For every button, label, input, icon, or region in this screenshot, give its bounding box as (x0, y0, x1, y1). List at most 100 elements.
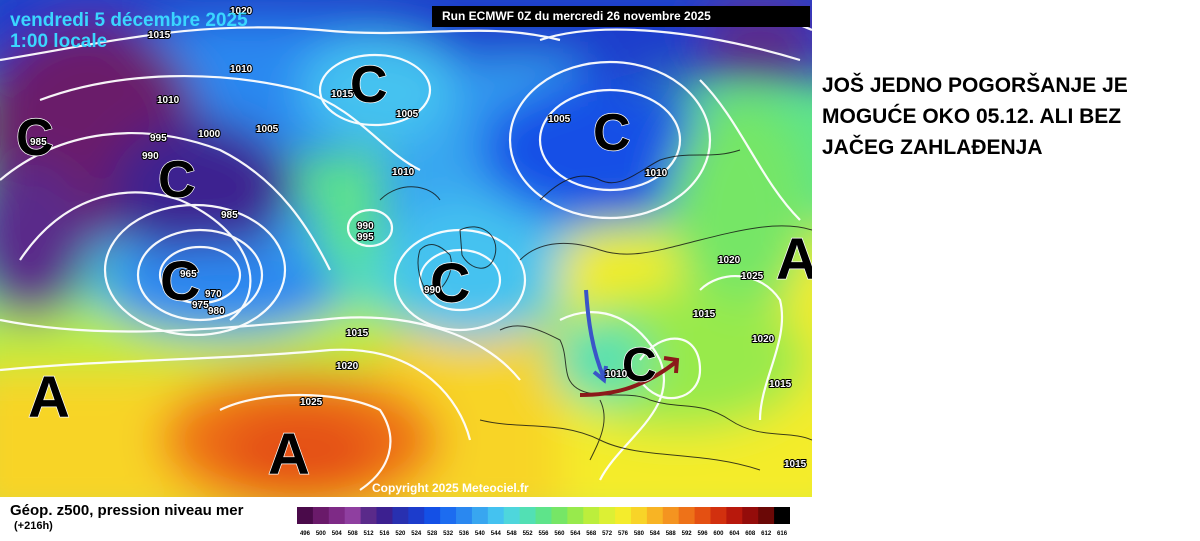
color-scale-tick: 544 (491, 531, 502, 537)
color-scale-tick: 572 (602, 531, 613, 537)
forecast-time: 1:00 locale (10, 31, 108, 52)
color-swatch (312, 507, 330, 524)
isobar-label: 1005 (396, 109, 419, 120)
isobar-label: 995 (150, 133, 167, 144)
color-scale-tick: 556 (538, 531, 549, 537)
isobar-label: 1015 (331, 89, 354, 100)
color-scale-tick: 500 (316, 531, 327, 537)
isobar-label: 1020 (230, 6, 253, 17)
low-center: C (16, 109, 54, 167)
color-swatch (456, 507, 473, 524)
isobar-label: 1010 (392, 167, 415, 178)
color-scale-tick: 564 (570, 531, 581, 537)
color-scale-tick: 520 (395, 531, 406, 537)
isobar-label: 1020 (336, 361, 359, 372)
isobar-label: 990 (142, 151, 159, 162)
isobar-label: 1015 (346, 328, 369, 339)
color-swatch (487, 507, 505, 524)
color-swatch (297, 507, 314, 524)
high-center: A (268, 422, 310, 487)
color-swatch (678, 507, 696, 524)
color-swatch (535, 507, 552, 524)
isobar-label: 990 (357, 221, 374, 232)
low-center: C (430, 251, 470, 314)
color-scale-tick: 532 (443, 531, 454, 537)
isobar-label: 1020 (752, 334, 775, 345)
color-swatch (519, 507, 537, 524)
color-swatch (726, 507, 743, 524)
color-scale-tick: 540 (475, 531, 486, 537)
color-swatch (630, 507, 648, 524)
color-scale-tick: 528 (427, 531, 438, 537)
color-swatch (774, 507, 790, 524)
color-swatch (758, 507, 775, 524)
isobar-label: 985 (30, 137, 47, 148)
isobar-label: 1010 (645, 168, 668, 179)
annotation-line: MOGUĆE OKO 05.12. ALI BEZ (822, 105, 1122, 128)
red-arrow (579, 360, 678, 397)
isobar-label: 1010 (230, 64, 253, 75)
color-swatch (503, 507, 521, 524)
color-scale-tick: 576 (618, 531, 629, 537)
coastlines (379, 149, 812, 471)
color-scale-tick: 524 (411, 531, 422, 537)
high-center: A (28, 365, 70, 430)
isobar-label: 1015 (693, 309, 716, 320)
color-scale-tick: 504 (332, 531, 343, 537)
color-scale-tick: 536 (459, 531, 470, 537)
color-scale-tick: 580 (634, 531, 645, 537)
isobar-label: 995 (357, 232, 374, 243)
blue-arrowhead (592, 365, 608, 384)
color-swatch (710, 507, 727, 524)
color-scale-tick: 584 (650, 531, 661, 537)
color-scale-tick: 508 (348, 531, 359, 537)
color-swatch (551, 507, 568, 524)
isobar-label: 985 (221, 210, 238, 221)
color-swatch (424, 507, 441, 524)
isobar-label: 965 (180, 269, 197, 280)
low-center: C (593, 104, 631, 162)
annotation-text: JOŠ JEDNO POGORŠANJE JE MOGUĆE OKO 05.12… (822, 70, 1192, 163)
low-center: C (350, 56, 388, 114)
color-swatch (344, 507, 362, 524)
isobar-label: 975 (192, 300, 209, 311)
color-scale-tick: 604 (729, 531, 740, 537)
low-center: C (158, 151, 196, 209)
run-banner: Run ECMWF 0Z du mercredi 26 novembre 202… (432, 6, 810, 27)
annotation-line: JOŠ JEDNO POGORŠANJE JE (822, 74, 1128, 97)
forecast-date-label: vendredi 5 décembre 2025 1:00 locale (10, 10, 248, 52)
isobar-label: 990 (424, 285, 441, 296)
color-swatch (471, 507, 489, 524)
color-scale-tick: 512 (364, 531, 375, 537)
blue-arrow (584, 289, 606, 379)
geopotential-field (0, 0, 812, 497)
copyright-text: Copyright 2025 Meteociel.fr (372, 481, 529, 495)
isobar-label: 970 (205, 289, 222, 300)
color-swatch (392, 507, 409, 524)
color-scale-tick: 616 (777, 531, 788, 537)
color-scale-tick: 612 (761, 531, 772, 537)
color-scale-tick: 588 (666, 531, 677, 537)
color-swatch (742, 507, 759, 524)
color-scale-tick: 516 (379, 531, 390, 537)
annotation-line: JAČEG ZAHLAĐENJA (822, 136, 1043, 159)
color-swatch (376, 507, 393, 524)
color-swatch (328, 507, 346, 524)
color-scale-tick: 496 (300, 531, 311, 537)
isobar-label: 1005 (548, 114, 571, 125)
color-swatch (662, 507, 680, 524)
isobar-label: 1000 (198, 129, 221, 140)
color-swatch (567, 507, 584, 524)
isobar-label: 1020 (718, 255, 741, 266)
forecast-date: vendredi 5 décembre 2025 (10, 10, 248, 31)
isobar-label: 1010 (605, 369, 628, 380)
color-swatch (694, 507, 711, 524)
isobar-label: 980 (208, 306, 225, 317)
isobar-label: 1005 (256, 124, 279, 135)
color-scale-tick: 600 (713, 531, 724, 537)
color-swatch (646, 507, 664, 524)
color-swatch (360, 507, 378, 524)
color-swatch (408, 507, 425, 524)
weather-map: C C C C C C C A A A 1020 1015 1010 1010 … (0, 0, 812, 497)
color-scale-tick: 592 (682, 531, 693, 537)
